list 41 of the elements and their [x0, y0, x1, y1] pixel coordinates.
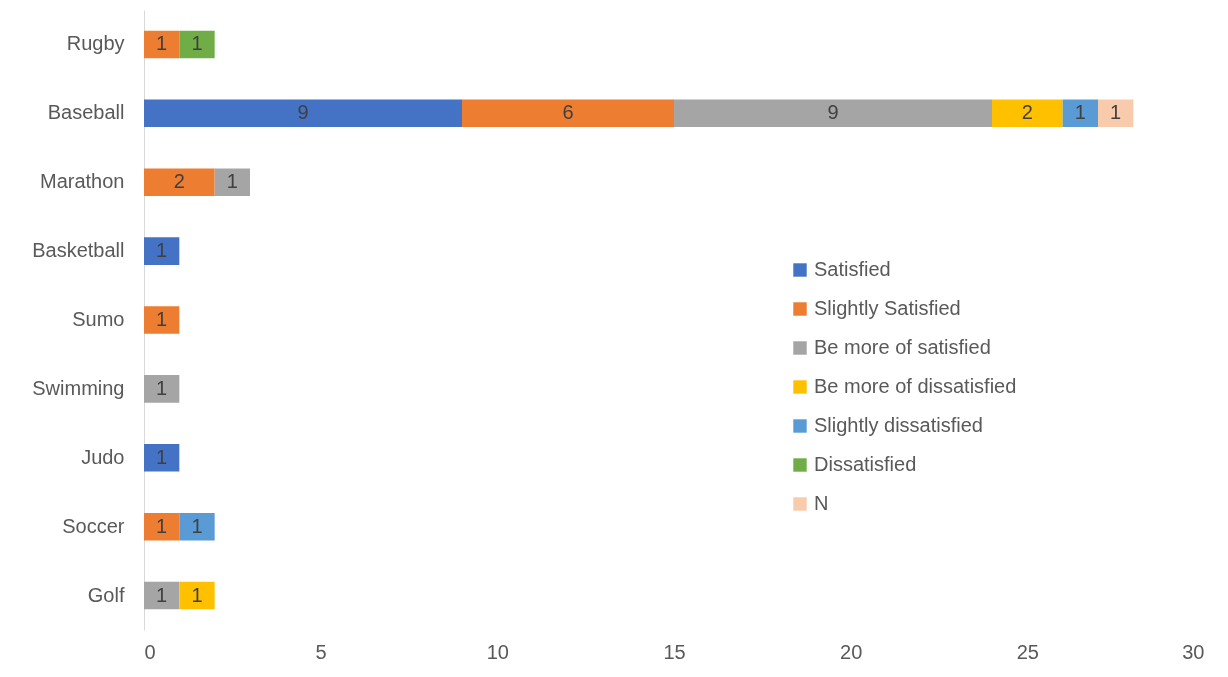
data-label: 1: [156, 32, 168, 55]
x-tick-label: 5: [315, 640, 327, 663]
y-tick-label: Rugby: [66, 32, 125, 55]
y-tick-label: Marathon: [40, 170, 125, 193]
x-tick-label: 25: [1016, 640, 1039, 663]
legend-label: Satisfied: [814, 258, 891, 280]
data-label: 1: [1110, 101, 1122, 124]
data-label: 1: [191, 583, 203, 606]
y-tick-label: Golf: [87, 583, 125, 606]
legend-label: Be more of dissatisfied: [814, 375, 1017, 397]
data-label: 1: [156, 514, 168, 537]
x-tick-label: 10: [486, 640, 509, 663]
y-tick-label: Basketball: [32, 239, 125, 262]
data-label: 1: [156, 239, 168, 262]
data-label: 9: [827, 101, 839, 124]
y-tick-label: Sumo: [72, 308, 125, 330]
data-label: 1: [156, 308, 168, 330]
data-label: 2: [1021, 101, 1033, 124]
data-label: 1: [191, 514, 203, 537]
data-label: 1: [191, 32, 203, 55]
y-tick-label: Judo: [81, 445, 125, 468]
legend-label: Slightly Satisfied: [814, 297, 961, 319]
legend-label: Slightly dissatisfied: [814, 414, 983, 436]
y-tick-label: Swimming: [32, 376, 125, 399]
x-tick-label: 0: [144, 640, 156, 663]
data-label: 1: [1074, 101, 1086, 124]
y-tick-label: Soccer: [62, 514, 125, 537]
legend-label: N: [814, 492, 829, 514]
legend-label: Be more of satisfied: [814, 336, 991, 358]
x-tick-label: 20: [840, 640, 863, 663]
legend-label: Dissatisfied: [814, 453, 917, 475]
data-label: 2: [173, 170, 185, 193]
data-label: 1: [156, 445, 168, 468]
x-tick-label: 30: [1182, 640, 1205, 663]
x-tick-label: 15: [663, 640, 686, 663]
data-label: 1: [156, 376, 168, 399]
y-tick-label: Baseball: [47, 101, 125, 124]
data-label: 9: [297, 101, 309, 124]
data-label: 1: [226, 170, 238, 193]
data-label: 6: [562, 101, 574, 124]
data-label: 1: [156, 583, 168, 606]
